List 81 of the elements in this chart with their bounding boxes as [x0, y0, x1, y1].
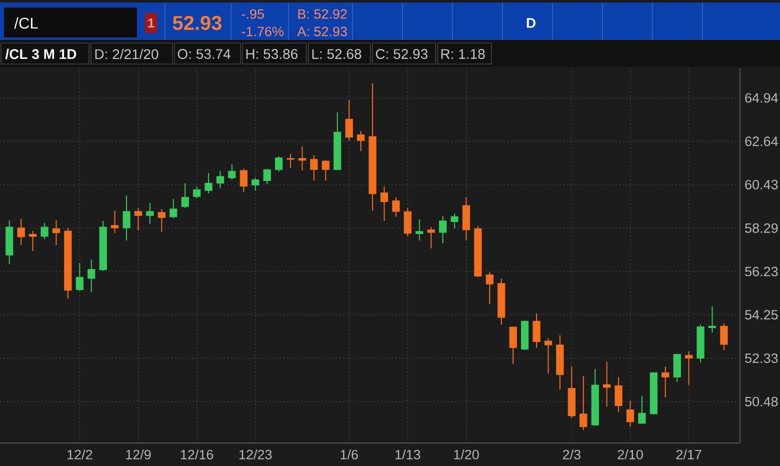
x-tick-label: 2/3 [562, 449, 580, 460]
candlestick [532, 312, 540, 348]
y-tick-label: 58.29 [745, 223, 778, 233]
candlestick [626, 400, 634, 428]
candlestick [52, 220, 60, 246]
text: -.95 [242, 9, 264, 19]
candlestick [88, 259, 96, 293]
candlestick [192, 186, 201, 199]
text: -1.76% [242, 26, 284, 36]
x-tick-label: 1/13 [396, 449, 420, 460]
x-tick-label: 12/16 [180, 449, 214, 460]
candlestick [134, 208, 142, 231]
candlestick [216, 170, 224, 189]
candlestick [673, 353, 681, 382]
candlestick [274, 156, 283, 172]
candlestick [580, 376, 588, 431]
candlestick [240, 168, 248, 193]
candlestick [146, 202, 154, 224]
x-tick-label: 1/6 [340, 449, 358, 460]
candlestick [181, 182, 189, 209]
candlestick [252, 177, 260, 192]
y-tick-label: 64.94 [745, 93, 778, 103]
candlestick [122, 195, 130, 241]
candlestick [204, 172, 212, 194]
text: A: 52.93 [297, 26, 347, 36]
x-tick-label: 12/2 [68, 449, 92, 460]
candlestick [298, 146, 306, 172]
candlestick [720, 322, 728, 351]
candlestick [427, 226, 435, 249]
candlestick [614, 376, 622, 412]
candlestick [263, 168, 271, 185]
candlestick [170, 198, 178, 219]
y-tick-label: 50.48 [745, 396, 778, 406]
text: O: 53.74 [178, 49, 230, 59]
text: D: 2/21/20 [95, 48, 158, 60]
candlestick [76, 262, 84, 292]
y-tick-label: 52.33 [745, 353, 778, 363]
candlestick [356, 130, 365, 152]
x-tick-label: 2/10 [618, 449, 643, 460]
candlestick [404, 208, 412, 237]
candlestick [40, 222, 48, 240]
candlestick [603, 361, 611, 408]
text: H: 53.86 [246, 49, 298, 59]
text: 1 [148, 18, 154, 28]
candlestick [544, 338, 552, 374]
x-tick-label: 2/17 [676, 449, 702, 460]
candlestick [310, 154, 318, 182]
candlestick [392, 196, 400, 218]
candlestick [708, 306, 716, 334]
candlestick [509, 326, 517, 365]
text: C: 52.93 [376, 49, 428, 59]
text: R: 1.18 [441, 49, 485, 59]
chart-subtitle: /CL 3 M 1D [5, 48, 76, 60]
candlestick [322, 160, 330, 182]
candlestick [17, 218, 25, 246]
candlestick [450, 213, 458, 229]
text: L: 52.68 [312, 49, 362, 59]
candlestick [345, 100, 353, 142]
y-tick-label: 54.25 [745, 310, 778, 320]
text: D [526, 18, 536, 28]
candlestick [685, 351, 693, 386]
candlestick [416, 218, 424, 241]
text: 52.93 [172, 16, 222, 30]
x-tick-label: 12/23 [240, 449, 272, 460]
candlestick [158, 208, 166, 232]
candlestick [228, 164, 236, 180]
y-tick-label: 60.43 [745, 180, 778, 190]
x-tick-label: 1/20 [454, 449, 479, 460]
text: B: 52.92 [298, 9, 347, 19]
candlestick [110, 210, 119, 234]
x-tick-label: 12/9 [126, 449, 151, 460]
y-tick-label: 62.64 [745, 136, 778, 146]
candlestick [286, 153, 294, 169]
candlestick [28, 230, 37, 252]
candlestick [486, 272, 494, 305]
chart-title: /CL [14, 17, 38, 29]
candlestick [638, 395, 646, 424]
y-tick-label: 56.23 [745, 266, 778, 276]
candlestick [380, 186, 388, 222]
candlestick [439, 216, 447, 244]
candlestick [662, 366, 670, 398]
